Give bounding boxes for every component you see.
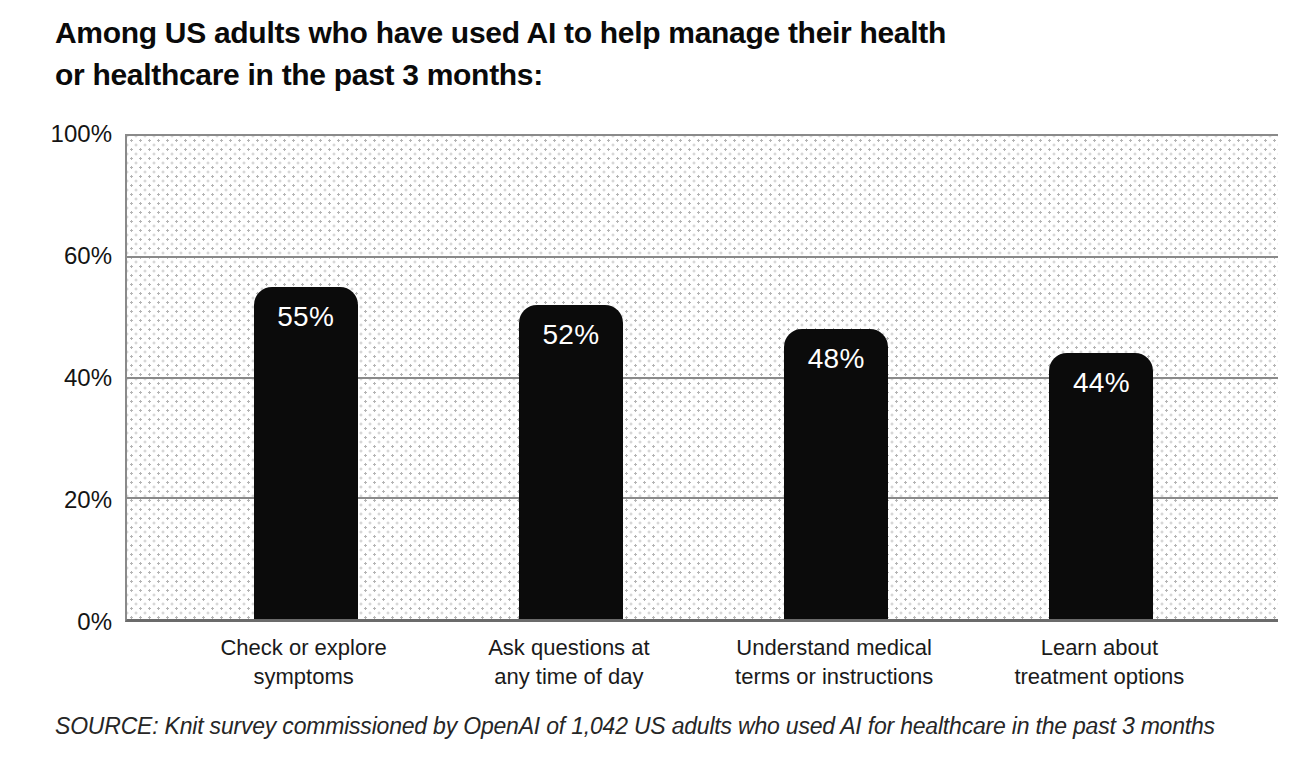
x-tick-label-line: symptoms (154, 662, 454, 691)
bar: 52% (519, 305, 623, 619)
page-title-line-2: or healthcare in the past 3 months: (55, 54, 946, 96)
bar-value-label: 48% (784, 329, 888, 375)
page-title-line-1: Among US adults who have used AI to help… (55, 12, 946, 54)
y-tick-label: 40% (0, 364, 112, 392)
x-tick-label-line: any time of day (419, 662, 719, 691)
bar: 55% (254, 287, 358, 619)
x-tick-label: Understand medicalterms or instructions (684, 633, 984, 691)
bar-value-label: 44% (1049, 353, 1153, 399)
bar-value-label: 52% (519, 305, 623, 351)
x-tick-label-line: Learn about (949, 633, 1249, 662)
y-tick-label: 60% (0, 242, 112, 270)
page-title: Among US adults who have used AI to help… (55, 12, 946, 96)
y-tick-label: 100% (0, 120, 112, 148)
bar-value-label: 55% (254, 287, 358, 333)
y-tick-label: 0% (0, 608, 112, 636)
y-tick-label: 20% (0, 486, 112, 514)
bar: 44% (1049, 353, 1153, 619)
source-note: SOURCE: Knit survey commissioned by Open… (55, 713, 1215, 740)
gridline-60 (127, 256, 1278, 258)
x-tick-label-line: terms or instructions (684, 662, 984, 691)
bar-chart-figure: Among US adults who have used AI to help… (0, 0, 1315, 770)
x-tick-label: Ask questions atany time of day (419, 633, 719, 691)
x-tick-label-line: Understand medical (684, 633, 984, 662)
x-tick-label-line: Ask questions at (419, 633, 719, 662)
bar: 48% (784, 329, 888, 619)
x-tick-label: Learn abouttreatment options (949, 633, 1249, 691)
x-tick-label: Check or exploresymptoms (154, 633, 454, 691)
plot-area: 55% 52% 48% 44% (125, 134, 1278, 622)
x-tick-label-line: treatment options (949, 662, 1249, 691)
x-tick-label-line: Check or explore (154, 633, 454, 662)
